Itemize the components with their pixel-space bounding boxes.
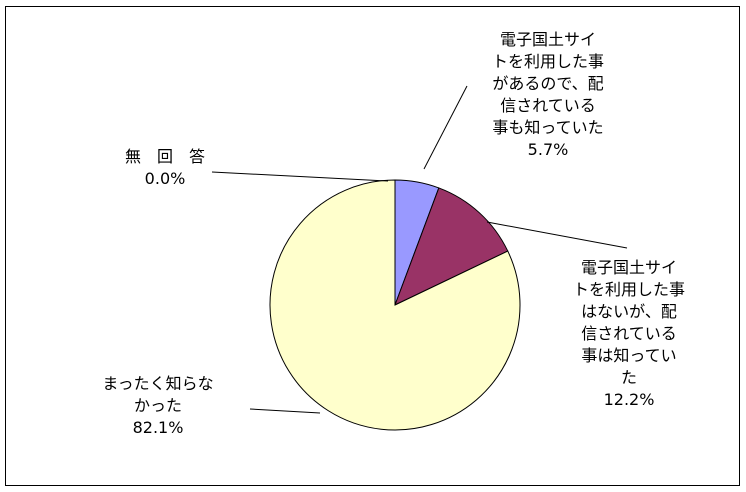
slice-label-2-line-0: まったく知らな	[102, 374, 213, 393]
leader-line-3	[211, 171, 389, 182]
slice-label-0-line-1: トを利用した事	[492, 52, 604, 71]
leader-line-0	[423, 85, 468, 170]
slice-label-1-line-4: 事は知ってい	[581, 346, 676, 365]
slice-label-0-line-0: 電子国土サイ	[500, 30, 596, 49]
slice-label-1-line-2: はないが、配	[581, 302, 677, 321]
pie-slice-1	[394, 187, 509, 306]
pie-slice-2	[269, 179, 521, 431]
slice-label-1-line-0: 電子国土サイ	[581, 258, 677, 277]
slice-label-3-line-0: 無 回 答	[125, 147, 205, 166]
leader-line-1	[486, 221, 628, 249]
slice-label-1-line-1: トを利用した事	[573, 280, 685, 299]
slice-label-1-line-3: 信されている	[581, 324, 677, 343]
slice-value-0: 5.7%	[528, 140, 569, 159]
slice-value-2: 82.1%	[133, 418, 184, 437]
slice-label-0-line-3: 信されている	[500, 96, 596, 115]
slice-value-3: 0.0%	[145, 169, 186, 188]
slice-label-0-line-2: があるので、配	[492, 74, 603, 93]
slice-label-2-line-1: かった	[134, 396, 182, 415]
slice-label-1-line-5: た	[621, 368, 637, 387]
slice-label-0-line-4: 事も知っていた	[492, 118, 603, 137]
leader-line-2	[249, 408, 321, 414]
slice-value-1: 12.2%	[604, 390, 655, 409]
